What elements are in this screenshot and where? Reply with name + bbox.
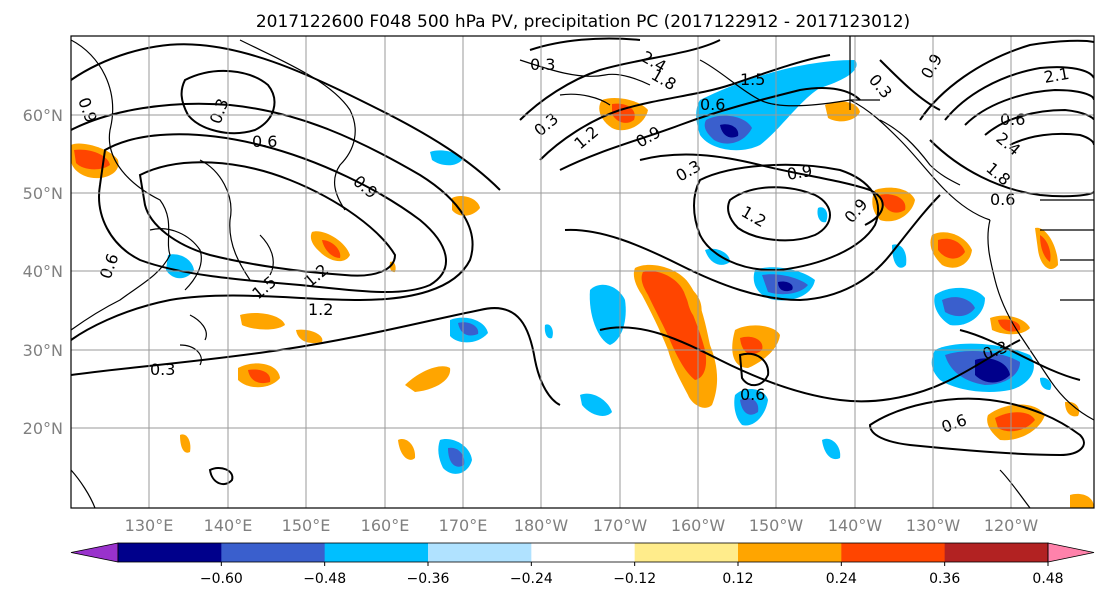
svg-text:0.6: 0.6 bbox=[990, 190, 1015, 209]
colorbar-segment bbox=[118, 543, 222, 562]
longitude-label: 160°W bbox=[671, 516, 726, 535]
colorbar-segment bbox=[738, 543, 842, 562]
svg-text:0.3: 0.3 bbox=[150, 360, 175, 379]
colorbar-tick-label: 0.12 bbox=[722, 571, 753, 587]
longitude-label: 180°W bbox=[514, 516, 569, 535]
colorbar-segment bbox=[531, 543, 636, 562]
colorbar-segment bbox=[428, 543, 532, 562]
longitude-label: 130°E bbox=[125, 516, 174, 535]
colorbar-segment bbox=[324, 543, 429, 562]
svg-text:0.6: 0.6 bbox=[700, 95, 725, 114]
longitude-label: 150°W bbox=[749, 516, 804, 535]
latitude-label: 50°N bbox=[23, 184, 63, 203]
map-area: 0.9 0.3 0.6 0.9 1.5 1.2 1.2 0.3 0.3 1.2 … bbox=[71, 36, 1094, 508]
colorbar-segment bbox=[221, 543, 326, 562]
colorbar-tick-label: −0.60 bbox=[200, 571, 243, 587]
coastlines bbox=[71, 36, 1094, 508]
longitude-label: 130°W bbox=[906, 516, 961, 535]
longitude-label: 120°W bbox=[984, 516, 1039, 535]
longitude-label: 140°E bbox=[204, 516, 253, 535]
longitude-label: 150°E bbox=[282, 516, 331, 535]
colorbar-outline bbox=[117, 542, 1049, 563]
colorbar-tick-label: −0.36 bbox=[407, 571, 450, 587]
svg-text:1.2: 1.2 bbox=[308, 300, 333, 319]
svg-text:0.3: 0.3 bbox=[530, 55, 555, 74]
map-gridlines bbox=[71, 36, 1094, 508]
pv-contours bbox=[71, 37, 1094, 486]
precip-shading bbox=[71, 60, 1094, 508]
latitude-label: 60°N bbox=[23, 106, 63, 125]
svg-text:0.9: 0.9 bbox=[785, 161, 813, 184]
svg-text:0.6: 0.6 bbox=[740, 385, 765, 404]
svg-text:2.1: 2.1 bbox=[1042, 64, 1070, 87]
colorbar-tick-label: −0.24 bbox=[510, 571, 553, 587]
colorbar-segment bbox=[944, 543, 1049, 562]
svg-text:0.6: 0.6 bbox=[1000, 110, 1025, 129]
latitude-labels: 60°N 50°N 40°N 30°N 20°N bbox=[23, 106, 63, 438]
colorbar-tick-label: −0.12 bbox=[613, 571, 656, 587]
figure-title: 2017122600 F048 500 hPa PV, precipitatio… bbox=[256, 12, 910, 32]
longitude-label: 160°E bbox=[361, 516, 410, 535]
latitude-label: 40°N bbox=[23, 262, 63, 281]
longitude-label: 170°E bbox=[439, 516, 488, 535]
colorbar-extend-high bbox=[1047, 542, 1095, 563]
colorbar-extend-low bbox=[70, 542, 119, 563]
longitude-label: 140°W bbox=[828, 516, 883, 535]
colorbar bbox=[70, 542, 1095, 563]
colorbar-segment bbox=[841, 543, 946, 562]
colorbar-tick-label: 0.48 bbox=[1032, 571, 1063, 587]
colorbar-tick-label: 0.24 bbox=[826, 571, 857, 587]
latitude-label: 20°N bbox=[23, 419, 63, 438]
latitude-label: 30°N bbox=[23, 341, 63, 360]
svg-text:1.5: 1.5 bbox=[740, 70, 765, 89]
colorbar-tick-labels: −0.60 −0.48 −0.36 −0.24 −0.12 0.12 0.24 0.36 0.4… bbox=[200, 562, 1064, 587]
colorbar-segment bbox=[634, 543, 739, 562]
colorbar-tick-label: −0.48 bbox=[303, 571, 346, 587]
colorbar-tick-label: 0.36 bbox=[929, 571, 960, 587]
longitude-label: 170°W bbox=[593, 516, 648, 535]
longitude-labels: 130°E 140°E 150°E 160°E 170°E 180°W 170°W 160°W… bbox=[125, 516, 1039, 535]
map-frame bbox=[70, 35, 1095, 509]
svg-text:0.6: 0.6 bbox=[252, 132, 277, 151]
